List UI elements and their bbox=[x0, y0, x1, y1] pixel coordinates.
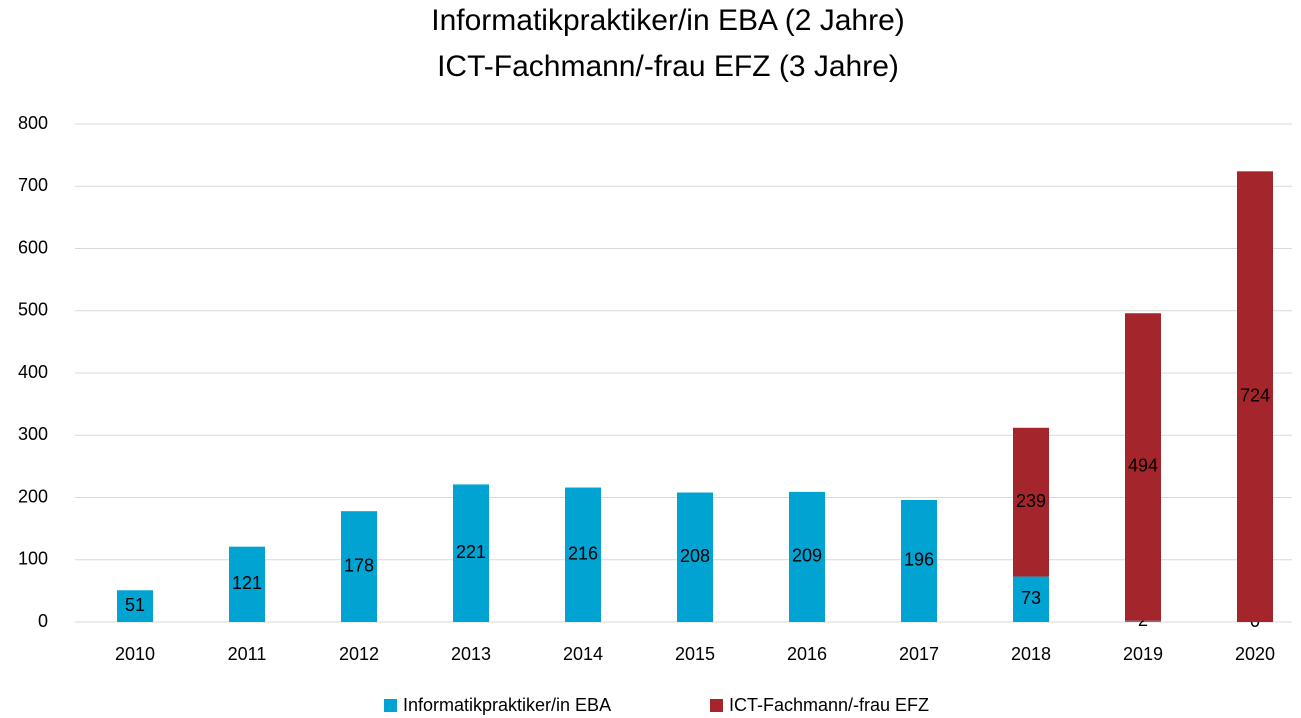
bar-segment bbox=[341, 511, 377, 622]
data-label: 724 bbox=[1240, 385, 1270, 405]
legend-label: ICT-Fachmann/-frau EFZ bbox=[729, 695, 929, 715]
x-tick-label: 2012 bbox=[339, 644, 379, 664]
y-tick-label: 400 bbox=[18, 362, 48, 382]
data-label: 121 bbox=[232, 573, 262, 593]
bar-segment bbox=[453, 484, 489, 622]
data-label: 239 bbox=[1016, 491, 1046, 511]
bar-segment bbox=[1013, 427, 1049, 577]
y-tick-label: 500 bbox=[18, 300, 48, 320]
chart-title: Informatikpraktiker/in EBA (2 Jahre) bbox=[431, 4, 905, 37]
bar-segment bbox=[229, 546, 265, 622]
x-tick-label: 2017 bbox=[899, 644, 939, 664]
data-label: 51 bbox=[125, 595, 145, 615]
y-tick-label: 300 bbox=[18, 424, 48, 444]
x-tick-label: 2014 bbox=[563, 644, 603, 664]
x-tick-label: 2013 bbox=[451, 644, 491, 664]
bar-segment bbox=[677, 492, 713, 622]
legend-label: Informatikpraktiker/in EBA bbox=[403, 695, 611, 715]
bar-segment bbox=[1125, 620, 1161, 622]
bar-segment bbox=[901, 499, 937, 622]
data-label: 216 bbox=[568, 544, 598, 564]
bar-segment bbox=[565, 487, 601, 622]
y-tick-label: 600 bbox=[18, 237, 48, 257]
x-tick-label: 2018 bbox=[1011, 644, 1051, 664]
y-tick-label: 700 bbox=[18, 175, 48, 195]
x-tick-label: 2010 bbox=[115, 644, 155, 664]
x-tick-label: 2015 bbox=[675, 644, 715, 664]
legend-swatch bbox=[384, 699, 397, 712]
legend-swatch bbox=[710, 699, 723, 712]
chart-title: ICT-Fachmann/-frau EFZ (3 Jahre) bbox=[437, 50, 899, 83]
data-label: 221 bbox=[456, 542, 486, 562]
bar-segment bbox=[789, 491, 825, 622]
bar-segment bbox=[1237, 171, 1273, 622]
y-tick-label: 800 bbox=[18, 113, 48, 133]
data-label: 196 bbox=[904, 550, 934, 570]
bar-segment bbox=[1125, 313, 1161, 621]
data-label: 208 bbox=[680, 546, 710, 566]
y-tick-label: 0 bbox=[38, 611, 48, 631]
x-tick-label: 2016 bbox=[787, 644, 827, 664]
data-label: 178 bbox=[344, 555, 374, 575]
y-tick-label: 200 bbox=[18, 486, 48, 506]
x-tick-label: 2019 bbox=[1123, 644, 1163, 664]
data-label: 209 bbox=[792, 546, 822, 566]
y-tick-label: 100 bbox=[18, 549, 48, 569]
bar-segment bbox=[117, 590, 153, 622]
data-label: 494 bbox=[1128, 456, 1158, 476]
x-tick-label: 2011 bbox=[228, 644, 267, 664]
x-tick-label: 2020 bbox=[1235, 644, 1275, 664]
data-label: 73 bbox=[1021, 588, 1041, 608]
bar-segment bbox=[1013, 576, 1049, 622]
